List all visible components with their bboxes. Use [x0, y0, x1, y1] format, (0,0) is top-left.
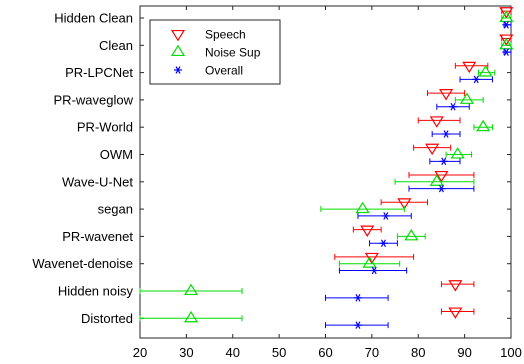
asterisk-stroke: [503, 21, 509, 29]
data-point: [397, 198, 412, 210]
y-tick-label: Wavenet-denoise: [32, 256, 133, 271]
y-tick-label: OWM: [100, 147, 133, 162]
series-noise-sup: [139, 10, 514, 323]
data-point: [462, 61, 477, 74]
data-point: [379, 239, 388, 247]
data-point: [355, 201, 370, 214]
data-point: [449, 102, 458, 111]
x-tick-label: 60: [318, 345, 332, 360]
data-point: [499, 34, 514, 46]
legend-label: Noise Sup: [205, 46, 261, 60]
data-point: [472, 75, 481, 84]
data-point: [362, 256, 377, 268]
asterisk-stroke: [371, 266, 377, 275]
y-tick-label: PR-LPCNet: [65, 65, 133, 80]
data-point: [370, 266, 379, 275]
x-tick-label: 100: [500, 345, 522, 360]
x-tick-label: 20: [133, 345, 147, 360]
legend-marker: [174, 66, 182, 74]
x-tick-label: 80: [411, 345, 425, 360]
data-point: [439, 157, 448, 166]
y-tick-label: Distorted: [81, 311, 133, 326]
data-point: [459, 92, 475, 104]
data-point: [183, 310, 199, 323]
axes-ticks: [139, 6, 512, 338]
asterisk-stroke: [383, 212, 389, 220]
asterisk-stroke: [438, 184, 444, 193]
asterisk-stroke: [380, 239, 386, 247]
y-tick-label: Wave-U-Net: [62, 174, 133, 189]
data-point: [448, 307, 463, 319]
x-tick-label: 40: [226, 345, 240, 360]
series-overall: [325, 21, 512, 329]
data-marks: [139, 7, 514, 329]
data-point: [450, 147, 465, 159]
data-point: [437, 184, 446, 193]
data-point: [434, 170, 449, 183]
legend: Speech Noise Sup Overall: [149, 19, 281, 85]
data-point: [502, 48, 511, 56]
data-point: [183, 283, 199, 296]
data-point: [425, 143, 440, 156]
data-point: [438, 89, 454, 101]
asterisk-stroke: [175, 66, 181, 74]
x-tick-label: 50: [272, 345, 286, 360]
data-point: [478, 65, 493, 77]
y-tick-label: PR-waveglow: [54, 92, 134, 107]
y-tick-label: Hidden Clean: [54, 11, 133, 26]
y-tick-labels: Hidden Clean Clean PR-LPCNet PR-waveglow PR-…: [32, 11, 133, 326]
x-tick-label: 30: [179, 345, 193, 360]
data-point: [499, 37, 514, 50]
asterisk-stroke: [355, 294, 361, 302]
legend-label: Speech: [205, 28, 246, 42]
data-point: [353, 294, 362, 302]
x-tick-label: 90: [457, 345, 471, 360]
data-point: [429, 174, 444, 186]
data-point: [502, 21, 511, 29]
data-point: [404, 228, 419, 241]
asterisk-stroke: [441, 157, 447, 166]
data-point: [353, 321, 362, 329]
data-point: [499, 10, 514, 23]
data-point: [476, 119, 491, 132]
y-tick-label: Hidden noisy: [58, 284, 134, 299]
legend-marker: [170, 44, 186, 57]
data-point: [448, 280, 463, 292]
data-point: [429, 116, 444, 128]
asterisk-stroke: [503, 48, 509, 56]
x-tick-label: 70: [365, 345, 379, 360]
asterisk-stroke: [473, 75, 479, 84]
legend-marker: [170, 29, 186, 42]
data-point: [381, 212, 390, 220]
asterisk-stroke: [450, 102, 456, 111]
data-point: [442, 130, 451, 138]
data-point: [499, 7, 514, 19]
y-tick-label: PR-World: [77, 120, 133, 135]
y-tick-label: PR-wavenet: [62, 229, 133, 244]
asterisk-stroke: [443, 130, 449, 138]
y-tick-label: Clean: [99, 38, 133, 53]
y-tick-label: segan: [98, 202, 133, 217]
legend-label: Overall: [205, 64, 243, 78]
x-tick-labels: 20 30 40 50 60 70 80 90 100: [133, 345, 522, 360]
data-point: [360, 225, 375, 237]
asterisk-stroke: [355, 321, 361, 329]
